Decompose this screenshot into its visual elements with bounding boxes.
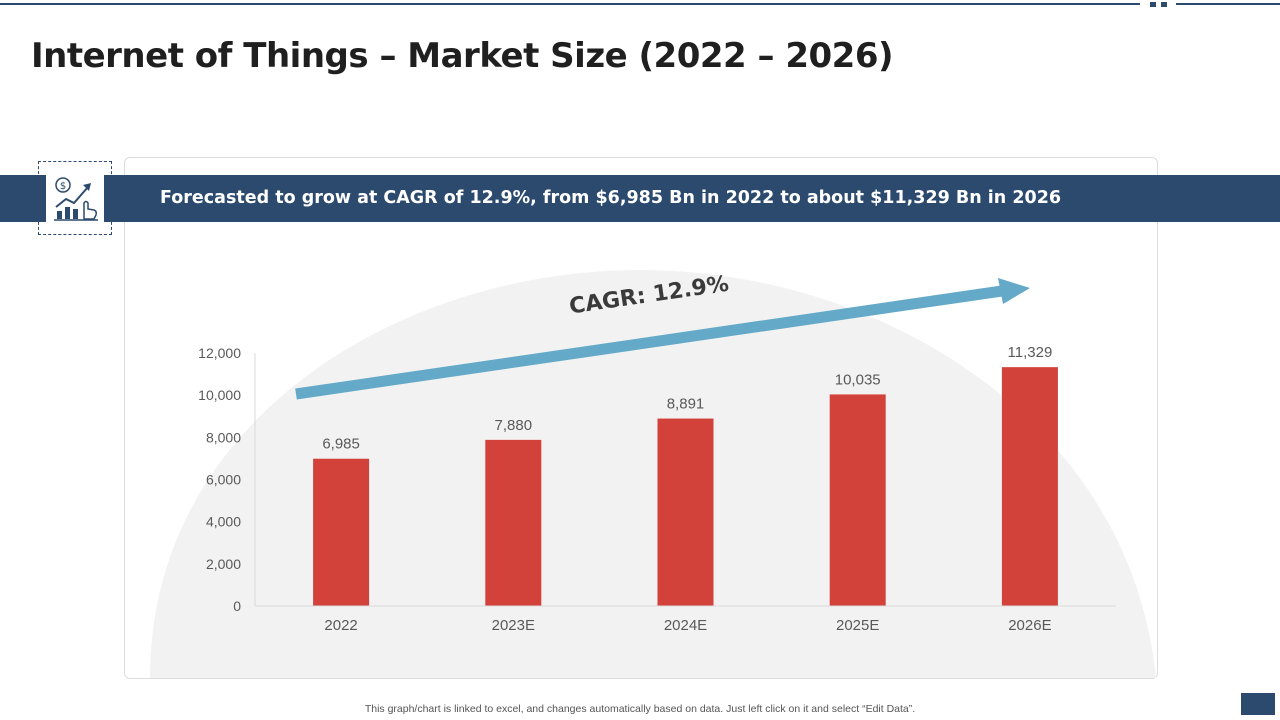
data-labels: 6,985 7,880 8,891 10,035 11,329: [322, 344, 1052, 453]
cagr-arrow: [295, 278, 1030, 400]
bar-series: [313, 367, 1058, 606]
svg-text:$: $: [60, 181, 66, 192]
top-rule-mark: [1150, 2, 1156, 7]
y-axis: 0 2,000 4,000 6,000 8,000 10,000 12,000: [198, 345, 256, 614]
page-title: Internet of Things – Market Size (2022 –…: [31, 36, 894, 76]
y-tick-label: 12,000: [198, 345, 241, 361]
x-tick-label: 2026E: [1008, 617, 1051, 634]
x-tick-label: 2025E: [836, 617, 879, 634]
bar: [829, 394, 886, 606]
y-tick-label: 10,000: [198, 387, 241, 403]
cagr-arrow-head: [998, 278, 1030, 304]
top-rule: [1176, 3, 1280, 5]
icon-frame: $: [38, 161, 112, 235]
bar-value-label: 10,035: [835, 371, 881, 388]
y-tick-label: 4,000: [206, 514, 241, 530]
y-tick-label: 8,000: [206, 429, 241, 445]
bar-value-label: 6,985: [322, 436, 360, 453]
y-tick-label: 2,000: [206, 556, 241, 572]
top-rule-mark: [1161, 2, 1167, 7]
y-tick-label: 6,000: [206, 472, 241, 488]
x-tick-label: 2023E: [492, 617, 535, 634]
banner-text: Forecasted to grow at CAGR of 12.9%, fro…: [160, 188, 1062, 208]
bar-value-label: 7,880: [495, 417, 533, 434]
bar: [1001, 367, 1058, 606]
x-tick-label: 2024E: [664, 617, 707, 634]
bar: [313, 458, 370, 606]
y-tick-label: 0: [233, 598, 241, 614]
bar-value-label: 11,329: [1008, 344, 1053, 361]
cagr-arrow-shaft: [295, 285, 1003, 400]
x-axis: 2022 2023E 2024E 2025E 2026E: [255, 605, 1116, 634]
corner-accent: [1241, 693, 1275, 715]
top-rule: [0, 3, 1140, 5]
background-dome: [150, 270, 1156, 678]
growth-chart-icon: $: [54, 177, 98, 221]
bar: [485, 439, 542, 606]
cagr-banner: Forecasted to grow at CAGR of 12.9%, fro…: [0, 175, 1280, 222]
footnote: This graph/chart is linked to excel, and…: [364, 703, 916, 715]
x-tick-label: 2022: [324, 617, 357, 634]
bar: [657, 418, 714, 606]
bar-value-label: 8,891: [667, 396, 705, 413]
